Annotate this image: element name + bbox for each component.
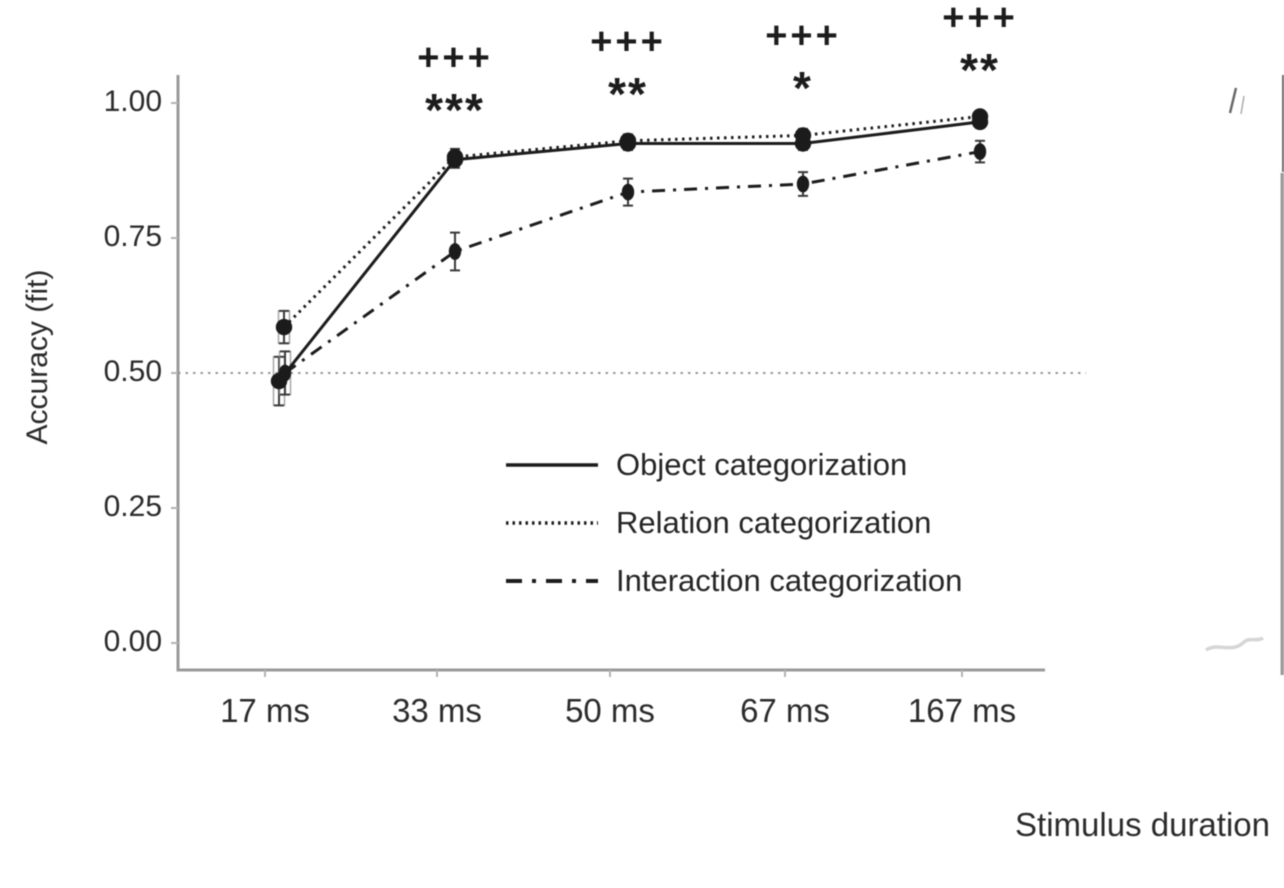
- x-axis-title: Stimulus duration: [1015, 806, 1270, 843]
- x-tick-label: 167 ms: [907, 692, 1017, 729]
- y-tick-label: 0.50: [103, 355, 162, 388]
- data-marker: [971, 108, 989, 125]
- y-axis-title: Accuracy (fit): [21, 269, 54, 445]
- x-tick-label: 17 ms: [220, 692, 310, 729]
- significance-stars-67ms: *: [793, 62, 813, 115]
- data-marker: [275, 318, 293, 336]
- y-tick-label: 0.25: [103, 490, 162, 523]
- data-marker: [794, 127, 812, 144]
- data-marker: [446, 148, 464, 166]
- legend-label: Interaction categorization: [616, 563, 963, 598]
- x-tick-label: 33 ms: [392, 692, 482, 729]
- legend-label: Relation categorization: [616, 505, 932, 540]
- series-line-2: [284, 150, 981, 375]
- significance-plus-33ms: +++: [417, 37, 493, 79]
- legend-dashdot-line-icon: [506, 579, 598, 583]
- x-tick-label: 50 ms: [565, 692, 655, 729]
- legend-solid-line-icon: [506, 463, 598, 467]
- data-marker: [448, 243, 462, 260]
- x-tick-label: 67 ms: [740, 692, 830, 729]
- significance-plus-67ms: +++: [765, 15, 841, 58]
- data-marker: [278, 364, 292, 382]
- y-tick-label: 0.75: [103, 220, 162, 253]
- legend-item-object: Object categorization: [506, 436, 962, 494]
- data-marker: [973, 143, 987, 161]
- significance-plus-167ms: +++: [942, 0, 1018, 39]
- significance-stars-167ms: **: [960, 43, 1000, 96]
- y-tick-label: 0.00: [103, 625, 162, 658]
- legend-item-interaction: Interaction categorization: [506, 552, 962, 610]
- crop-artifact: [1228, 87, 1238, 114]
- data-marker: [619, 132, 637, 149]
- legend-item-relation: Relation categorization: [506, 494, 962, 552]
- data-marker: [796, 175, 810, 193]
- significance-stars-33ms: ***: [425, 84, 485, 136]
- significance-plus-50ms: +++: [590, 20, 666, 63]
- legend: Object categorization Relation categoriz…: [506, 436, 962, 610]
- series-line-0: [277, 120, 981, 383]
- crop-artifact: [1240, 95, 1245, 115]
- crop-artifact: [1205, 636, 1264, 652]
- data-marker: [621, 183, 635, 201]
- legend-label: Object categorization: [616, 447, 908, 482]
- y-tick-label: 1.00: [103, 85, 162, 118]
- crop-artifact: [1280, 173, 1284, 675]
- legend-dotted-line-icon: [506, 521, 598, 525]
- significance-stars-50ms: **: [608, 67, 648, 120]
